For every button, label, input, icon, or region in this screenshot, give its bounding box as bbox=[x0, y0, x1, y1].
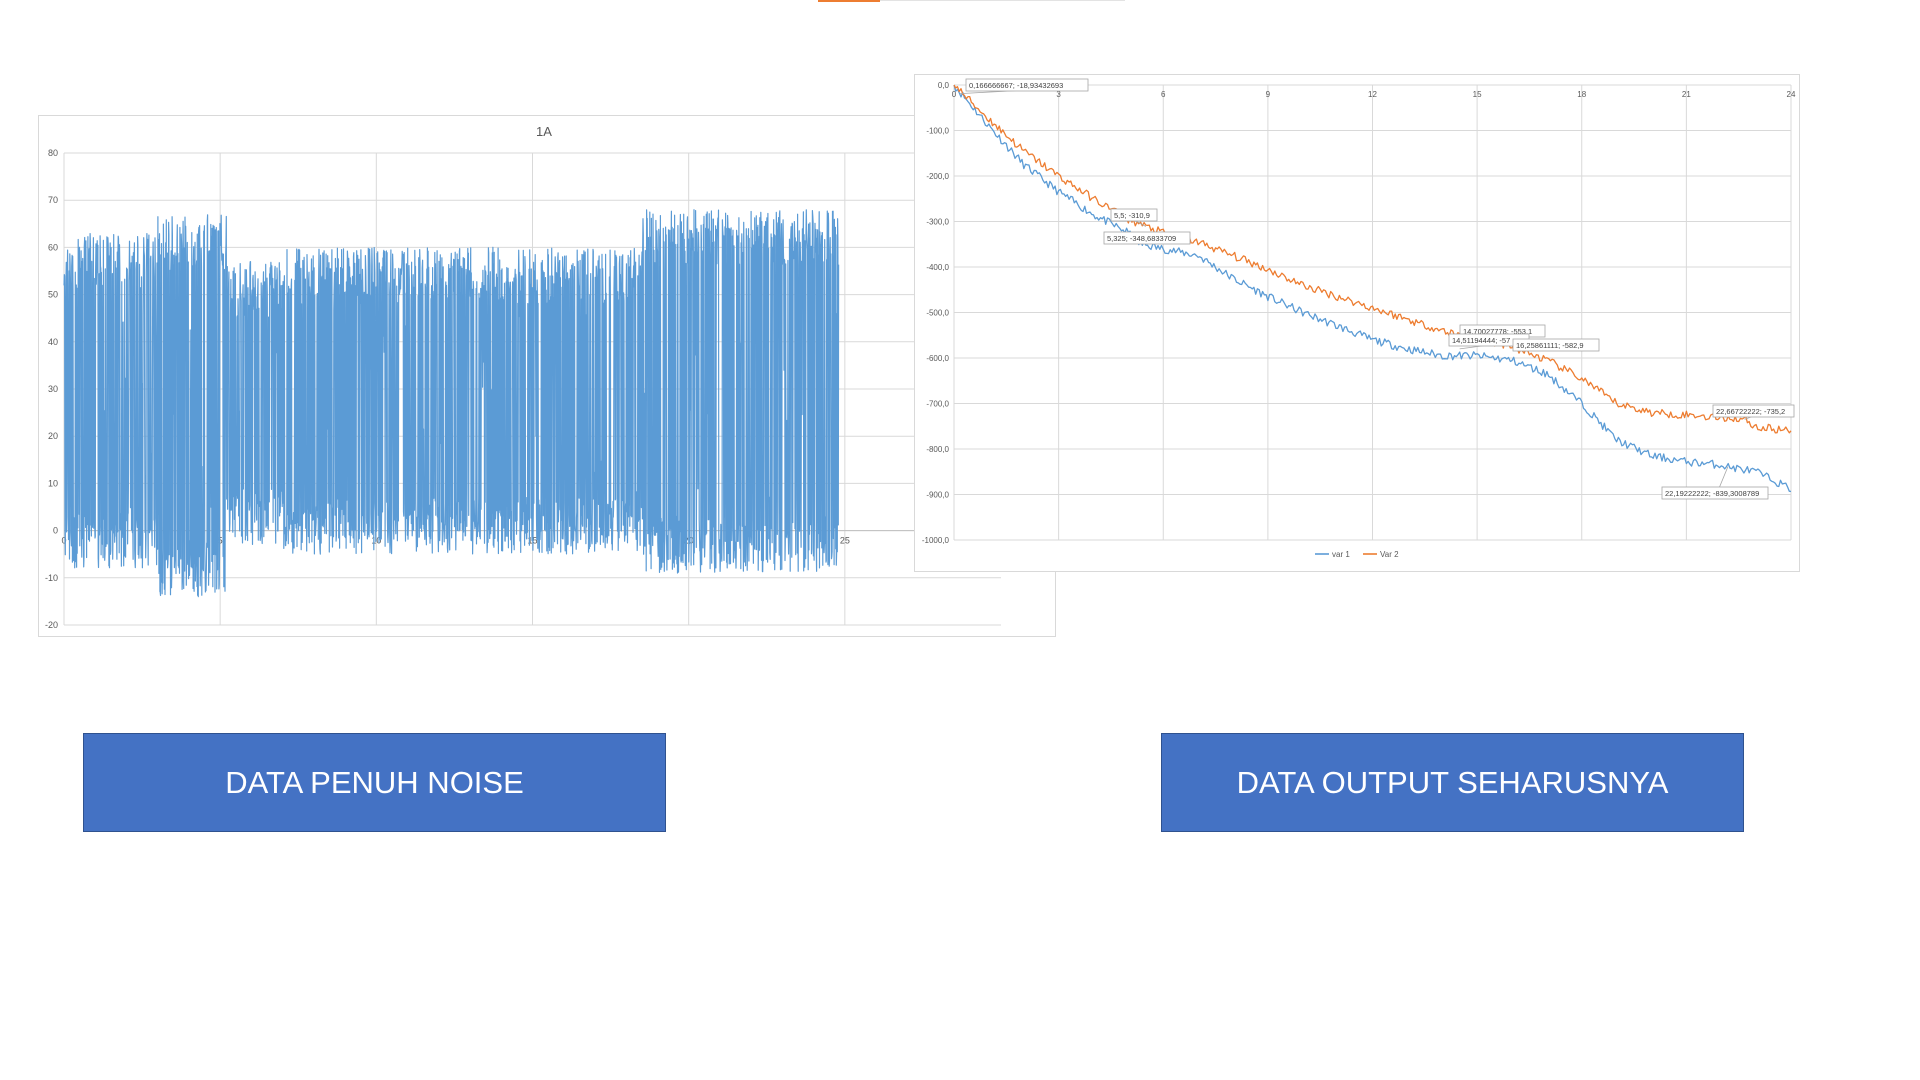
data-callout-label: 22,19222222; -839,3008789 bbox=[1665, 489, 1759, 498]
series-line-2 bbox=[953, 84, 1792, 434]
y-tick-label: 60 bbox=[48, 242, 58, 252]
callout-box bbox=[1512, 338, 1600, 352]
y-tick-label: 80 bbox=[48, 148, 58, 158]
noise-data-label-text: DATA PENUH NOISE bbox=[225, 764, 524, 800]
legend-label-1: var 1 bbox=[1332, 550, 1350, 559]
x-tick-label: 6 bbox=[1161, 90, 1166, 99]
data-callout-label: 5,5; -310,9 bbox=[1114, 211, 1150, 220]
noise-chart: 1A -20 -10 0 10 20 30 40 50 60 70 80 0 5 10 15 20 25 bbox=[38, 115, 1056, 637]
y-tick-label: -300,0 bbox=[926, 218, 949, 227]
y-tick-label: -900,0 bbox=[926, 491, 949, 500]
chart-title: 1A bbox=[536, 124, 552, 139]
y-tick-label: -500,0 bbox=[926, 309, 949, 318]
x-tick-label: 15 bbox=[1473, 90, 1482, 99]
y-tick-label: -800,0 bbox=[926, 445, 949, 454]
x-tick-label: 3 bbox=[1056, 90, 1061, 99]
top-accent-line bbox=[818, 0, 880, 2]
data-callout-label: 14,70027778; -553,1 bbox=[1463, 327, 1532, 336]
y-tick-label: -400,0 bbox=[926, 263, 949, 272]
callout-box bbox=[1110, 208, 1158, 222]
y-tick-label: -1000,0 bbox=[922, 536, 950, 545]
y-tick-label: 20 bbox=[48, 431, 58, 441]
series-line-1 bbox=[953, 84, 1792, 493]
x-tick-label: 9 bbox=[1266, 90, 1271, 99]
output-chart-svg: 0,0 -100,0 -200,0 -300,0 -400,0 -500,0 -600,0 -… bbox=[922, 78, 1796, 559]
y-tick-label: 0 bbox=[53, 526, 58, 536]
y-tick-label: 0,0 bbox=[938, 81, 950, 90]
output-data-label-text: DATA OUTPUT SEHARUSNYA bbox=[1236, 764, 1669, 800]
top-divider-line bbox=[880, 0, 1125, 1]
data-callout-label: 22,66722222; -735,2 bbox=[1716, 407, 1785, 416]
callout-box bbox=[1103, 231, 1191, 245]
x-tick-label: 0 bbox=[952, 90, 957, 99]
noise-data-label: DATA PENUH NOISE bbox=[83, 733, 666, 832]
y-tick-label: 50 bbox=[48, 290, 58, 300]
y-tick-label: -700,0 bbox=[926, 400, 949, 409]
y-tick-label: 70 bbox=[48, 195, 58, 205]
y-tick-label: 30 bbox=[48, 384, 58, 394]
x-tick-label: 0 bbox=[61, 536, 66, 546]
noise-series-line bbox=[63, 209, 840, 598]
y-tick-label: -200,0 bbox=[926, 172, 949, 181]
legend-label-2: Var 2 bbox=[1380, 550, 1399, 559]
y-tick-label: -100,0 bbox=[926, 127, 949, 136]
output-data-label: DATA OUTPUT SEHARUSNYA bbox=[1161, 733, 1744, 832]
y-tick-label: -600,0 bbox=[926, 354, 949, 363]
x-tick-label: 25 bbox=[840, 536, 850, 546]
y-tick-label: -20 bbox=[45, 620, 58, 630]
data-callout-label: 16,25861111; -582,9 bbox=[1516, 341, 1584, 350]
data-callout-label: 14,51194444; -57 bbox=[1452, 336, 1510, 345]
x-tick-label: 21 bbox=[1682, 90, 1691, 99]
output-chart: 0,0 -100,0 -200,0 -300,0 -400,0 -500,0 -600,0 -… bbox=[914, 74, 1800, 572]
y-tick-label: 40 bbox=[48, 337, 58, 347]
callout-box bbox=[1712, 404, 1795, 418]
x-tick-label: 12 bbox=[1368, 90, 1377, 99]
y-tick-label: -10 bbox=[45, 573, 58, 583]
callout-box bbox=[1661, 486, 1769, 500]
x-tick-label: 24 bbox=[1787, 90, 1796, 99]
data-callout-label: 5,325; -348,6833709 bbox=[1107, 234, 1176, 243]
y-tick-label: 10 bbox=[48, 478, 58, 488]
x-tick-label: 18 bbox=[1577, 90, 1586, 99]
callout-box bbox=[965, 78, 1089, 92]
data-callout-label: 0,166666667; -18,93432693 bbox=[969, 81, 1063, 90]
